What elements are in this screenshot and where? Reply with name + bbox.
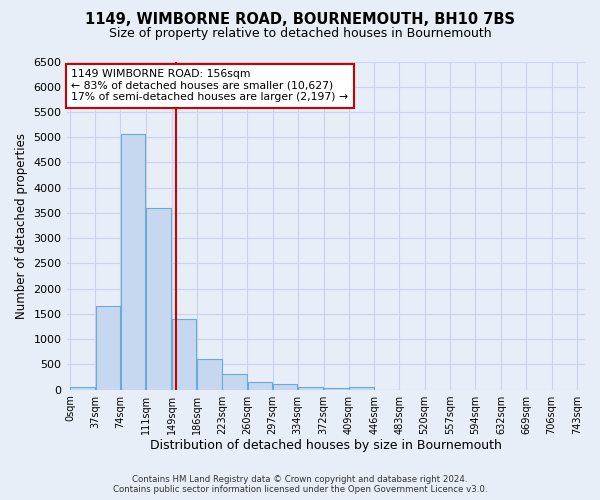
Bar: [324, 388, 349, 390]
Bar: [273, 384, 298, 390]
Y-axis label: Number of detached properties: Number of detached properties: [15, 132, 28, 318]
Text: 1149 WIMBORNE ROAD: 156sqm
← 83% of detached houses are smaller (10,627)
17% of : 1149 WIMBORNE ROAD: 156sqm ← 83% of deta…: [71, 69, 349, 102]
Text: 1149, WIMBORNE ROAD, BOURNEMOUTH, BH10 7BS: 1149, WIMBORNE ROAD, BOURNEMOUTH, BH10 7…: [85, 12, 515, 28]
X-axis label: Distribution of detached houses by size in Bournemouth: Distribution of detached houses by size …: [150, 440, 502, 452]
Bar: [172, 319, 196, 390]
Bar: [146, 208, 170, 390]
Bar: [223, 374, 247, 390]
Bar: [95, 306, 120, 390]
Text: Size of property relative to detached houses in Bournemouth: Size of property relative to detached ho…: [109, 28, 491, 40]
Bar: [70, 386, 95, 390]
Bar: [349, 386, 374, 390]
Text: Contains HM Land Registry data © Crown copyright and database right 2024.
Contai: Contains HM Land Registry data © Crown c…: [113, 474, 487, 494]
Bar: [248, 382, 272, 390]
Bar: [298, 386, 323, 390]
Bar: [121, 134, 145, 390]
Bar: [197, 359, 222, 390]
